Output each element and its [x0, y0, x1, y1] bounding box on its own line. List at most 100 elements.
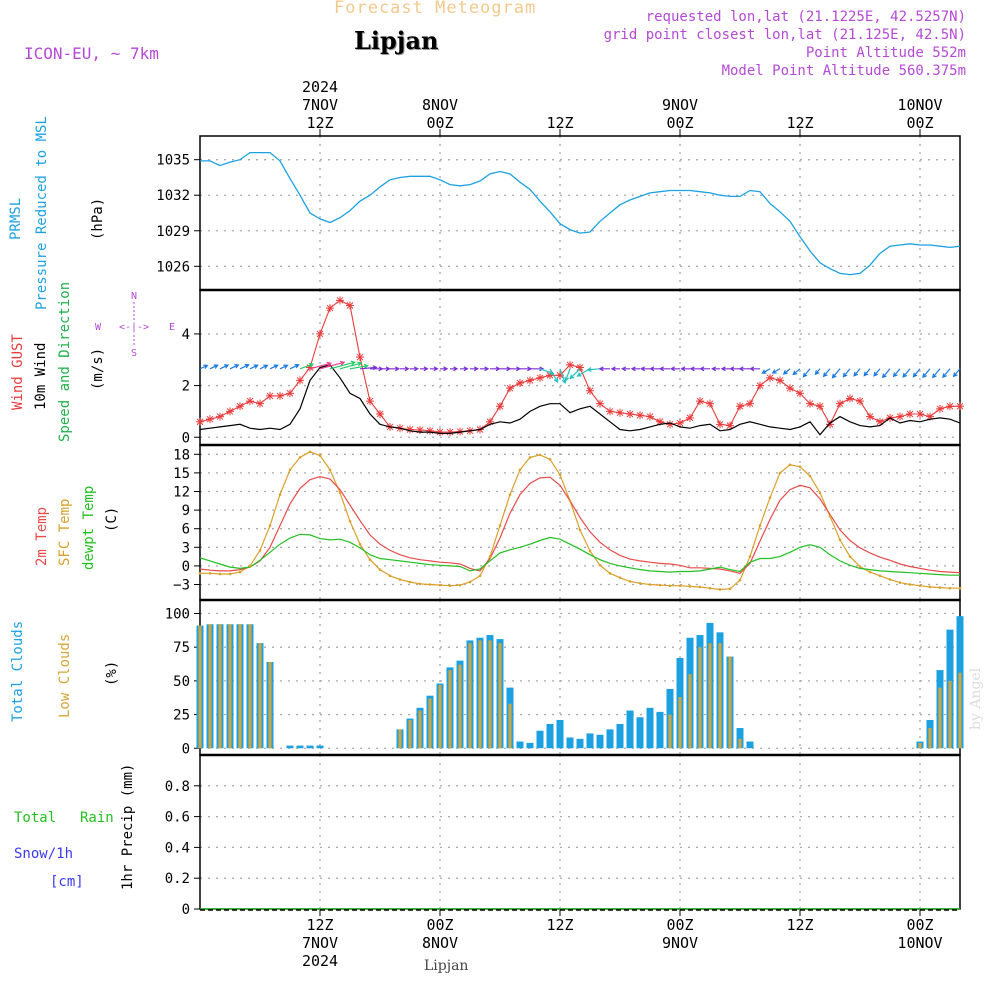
wind-gust-label: Wind GUST	[10, 334, 26, 410]
bottom-time-hour: 12Z	[306, 916, 333, 934]
wind-direction-arrow	[669, 366, 680, 372]
wind-gust-marker	[466, 426, 474, 435]
temp-sfc-point	[628, 580, 632, 583]
wind-direction-arrow	[390, 366, 401, 372]
y-tick-label: 2	[182, 379, 190, 395]
wind-gust-marker	[836, 399, 844, 408]
temp-sfc-point	[598, 563, 602, 567]
total-clouds-bar	[286, 745, 294, 749]
wind-direction-arrow	[658, 366, 670, 372]
temp-dewpt-line	[199, 533, 960, 576]
temp-sfc-point	[568, 499, 572, 503]
top-time-hour: 00Z	[666, 114, 693, 132]
wind-gust-marker	[916, 410, 924, 418]
compass-e: E	[169, 322, 175, 333]
y-tick-label: 0.8	[165, 779, 190, 795]
total-clouds-bar	[516, 741, 524, 749]
wind-direction-arrow	[279, 364, 289, 370]
low-clouds-bar	[728, 656, 732, 749]
temp-sfc-point	[798, 465, 802, 469]
wind-direction-arrow	[249, 364, 259, 370]
top-time-date: 7NOV	[302, 96, 338, 114]
wind-gust-marker	[306, 363, 314, 372]
wind-direction-arrow	[309, 361, 332, 370]
snow-unit-label: [cm]	[50, 874, 84, 890]
temp-sfc-point	[408, 580, 412, 584]
wind-direction-arrow	[420, 366, 429, 372]
wind-gust-marker	[496, 402, 504, 411]
wind-direction-arrow	[598, 366, 610, 372]
temp-sfc-point	[508, 493, 512, 496]
y-tick-label: 0.2	[165, 871, 190, 887]
temp-sfc-point	[208, 572, 212, 575]
temp-sfc-point	[238, 570, 242, 574]
temp-sfc-point	[298, 456, 302, 459]
wind-gust-marker	[266, 391, 274, 400]
temp-sfc-point	[808, 474, 812, 478]
wind-gust-marker	[456, 427, 464, 436]
bottom-time-hour: 12Z	[786, 916, 813, 934]
temp-sfc-point	[338, 491, 342, 495]
top-time-date: 8NOV	[422, 96, 458, 114]
low-clouds-bar	[928, 728, 932, 749]
wind-direction-arrow	[569, 368, 581, 380]
temp-sfc-point	[658, 583, 662, 587]
panel-frame	[199, 289, 961, 446]
total-clouds-bar	[396, 729, 404, 749]
bottom-time-year: 2024	[302, 952, 338, 970]
temp-sfc-point	[888, 578, 892, 581]
total-clouds-bar	[426, 695, 434, 749]
wind-gust-marker	[276, 391, 284, 400]
wind-direction-arrow	[460, 366, 469, 372]
temp-sfc-point	[528, 456, 532, 459]
low-clouds-bar	[498, 643, 502, 749]
low-clouds-bar	[438, 684, 442, 749]
wind-direction-arrow	[530, 366, 545, 372]
low-clouds-bar	[718, 643, 722, 749]
top-time-date: 10NOV	[897, 96, 942, 114]
temp-sfc-line	[200, 451, 960, 591]
low-clouds-bar	[408, 719, 412, 749]
total-clouds-bar	[696, 635, 704, 749]
total-clouds-bar	[296, 745, 304, 749]
temp-sfc-point	[458, 583, 462, 587]
total-clouds-bar	[956, 616, 964, 749]
temp-sfc-point	[358, 542, 362, 546]
wind-direction-arrow	[761, 368, 771, 374]
low-clouds-bar	[228, 624, 232, 749]
wind-gust-marker	[726, 421, 734, 430]
wind-direction-arrow	[802, 368, 811, 378]
low-clouds-label: Low Clouds	[57, 633, 73, 718]
wind-direction-arrow	[738, 366, 750, 372]
wind-gust-marker	[616, 408, 624, 417]
wind-direction-arrow	[400, 366, 410, 372]
y-tick-label: 12	[173, 485, 190, 501]
temp-sfc-point	[618, 576, 622, 579]
temp-sfc-point	[198, 572, 202, 575]
wind-gust-marker	[236, 402, 244, 411]
low-clouds-bar	[478, 640, 482, 749]
wind-direction-arrow	[410, 366, 420, 372]
total-clouds-bar	[446, 667, 454, 749]
low-clouds-bar	[698, 647, 702, 749]
panel-frame	[199, 135, 961, 291]
wind-gust-marker	[406, 425, 414, 434]
total-clouds-bar	[236, 624, 244, 749]
temp-sfc-point	[828, 515, 832, 518]
temp-sfc-point	[748, 555, 752, 558]
low-clouds-bar	[398, 729, 402, 749]
pressure-unit: (hPa)	[90, 197, 106, 240]
temp-sfc-point	[548, 457, 552, 461]
temp-sfc-point	[788, 463, 792, 467]
wind-direction-arrow	[259, 364, 269, 370]
wind-gust-marker	[366, 397, 374, 406]
total-clouds-bar	[706, 622, 714, 749]
wind-gust-marker	[206, 415, 214, 424]
wind-direction-arrow	[902, 368, 911, 378]
temp-sfc-point	[518, 468, 522, 472]
wind-gust-marker	[956, 402, 964, 411]
temp-sfc-point	[388, 574, 392, 578]
temp-sfc-point	[918, 584, 922, 588]
wind-direction-arrow	[710, 366, 720, 372]
temp-sfc-point	[218, 572, 222, 576]
